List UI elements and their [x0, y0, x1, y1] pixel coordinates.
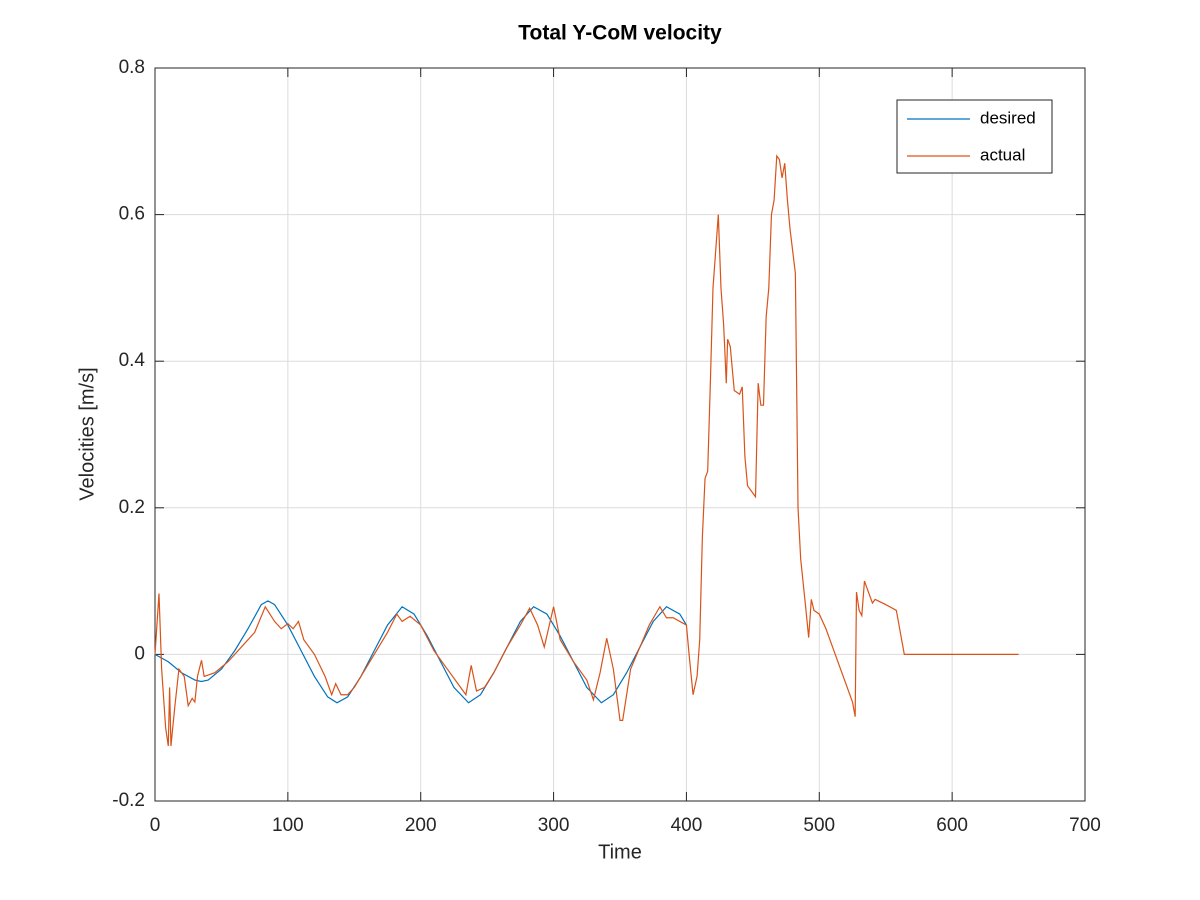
x-tick-label: 400 — [671, 815, 703, 836]
data-line — [154, 154, 1019, 747]
chart-title: Total Y-CoM velocity — [518, 22, 722, 45]
legend-label: actual — [980, 145, 1025, 164]
x-tick-label: 200 — [405, 815, 437, 836]
plot-frame — [154, 67, 1086, 802]
x-tick-label: 600 — [936, 815, 968, 836]
y-tick-label: 0.6 — [119, 204, 145, 225]
y-axis-label: Velocities [m/s] — [76, 367, 98, 500]
x-tick-label: 300 — [538, 815, 570, 836]
legend-box — [896, 99, 1053, 174]
y-tick-label: 0.8 — [119, 57, 145, 78]
y-tick-label: -0.2 — [112, 790, 145, 811]
x-axis-label: Time — [598, 841, 642, 863]
x-tick-label: 100 — [272, 815, 304, 836]
x-tick-label: 500 — [803, 815, 835, 836]
data-line — [154, 600, 687, 704]
y-tick-label: 0 — [134, 643, 145, 664]
y-tick-label: 0.2 — [119, 497, 145, 518]
y-tick-label: 0.4 — [119, 350, 146, 371]
x-tick-label: 0 — [150, 815, 161, 836]
x-tick-label: 700 — [1069, 815, 1101, 836]
legend-label: desired — [980, 108, 1036, 127]
